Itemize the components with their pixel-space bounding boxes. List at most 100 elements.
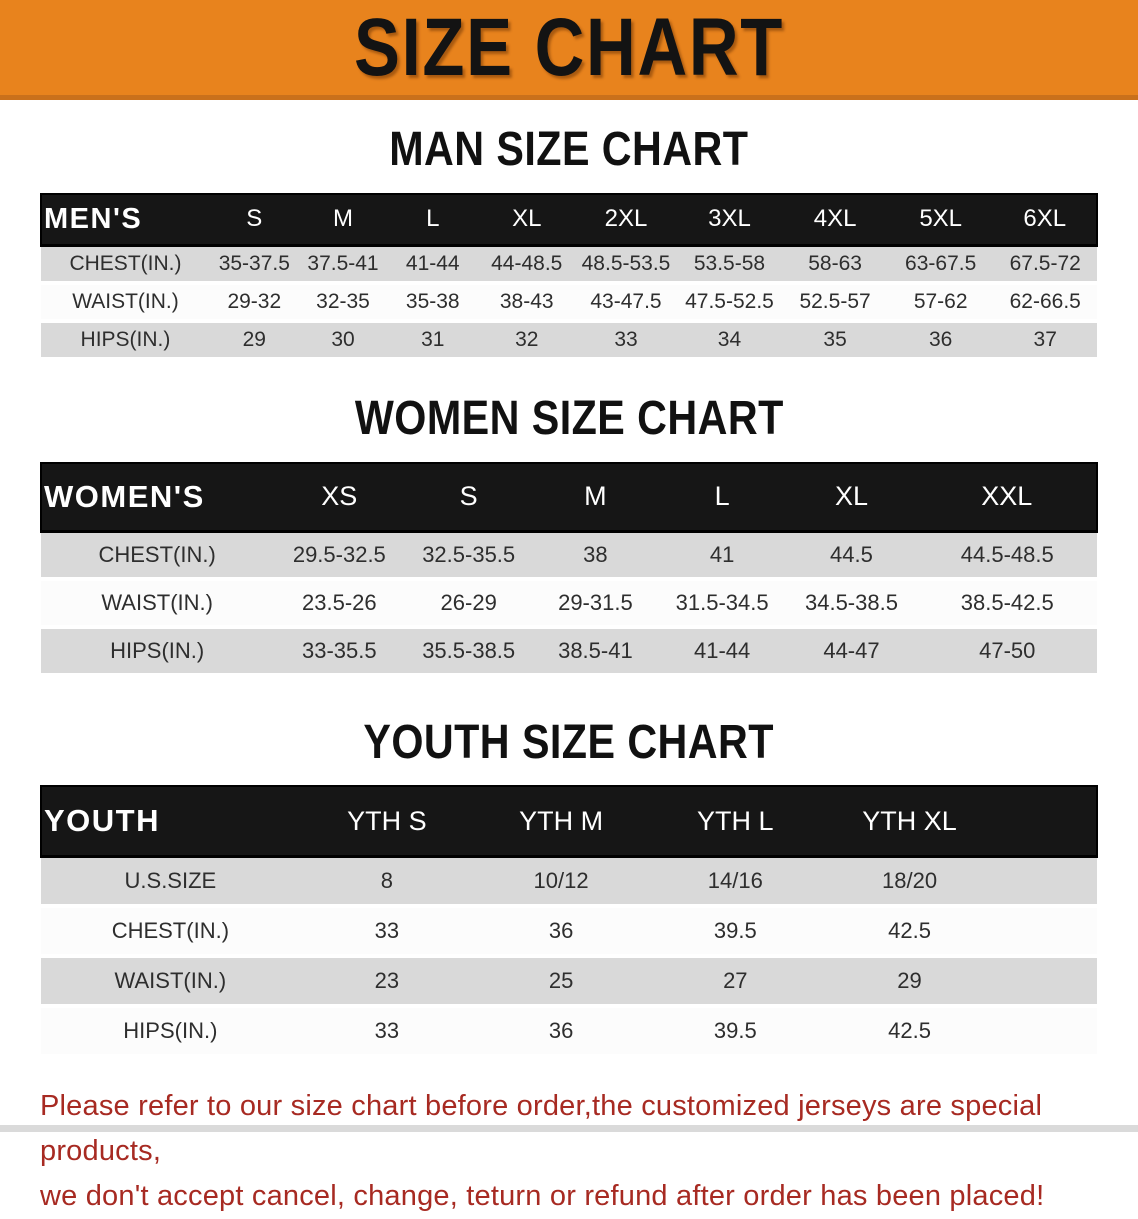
cell-filler bbox=[996, 906, 1097, 959]
size-value: 23 bbox=[299, 956, 474, 1009]
youth-heading: YOUTH SIZE CHART bbox=[0, 716, 1138, 770]
size-column-header: L bbox=[658, 461, 786, 533]
size-column-header: YTH S bbox=[299, 785, 474, 859]
row-label: CHEST(IN.) bbox=[41, 531, 274, 581]
size-value: 36 bbox=[473, 1006, 649, 1059]
measure-row: CHEST(IN.) 35-37.5 37.5-41 41-44 44-48.5 48.5… bbox=[41, 245, 1097, 285]
size-value: 44-47 bbox=[785, 626, 918, 677]
measure-row: HIPS(IN.) 29 30 31 32 33 34 35 36 37 bbox=[41, 320, 1097, 361]
size-value: 38-43 bbox=[478, 282, 576, 323]
measure-row: HIPS(IN.) 33-35.5 35.5-38.5 38.5-41 41-44 44-… bbox=[41, 626, 1097, 677]
mens-heading: MAN SIZE CHART bbox=[0, 123, 1138, 177]
cell-filler bbox=[996, 956, 1097, 1009]
size-column-header: M bbox=[298, 192, 388, 247]
row-label: U.S.SIZE bbox=[41, 856, 300, 909]
size-column-header: XL bbox=[478, 192, 576, 247]
womens-heading: WOMEN SIZE CHART bbox=[0, 391, 1138, 446]
row-label: WAIST(IN.) bbox=[41, 578, 274, 629]
size-value: 41-44 bbox=[387, 245, 479, 285]
size-value: 39.5 bbox=[648, 906, 823, 959]
size-column-header: YTH M bbox=[473, 785, 649, 859]
size-column-header: 2XL bbox=[575, 192, 677, 247]
measure-row: WAIST(IN.) 23 25 27 29 bbox=[41, 956, 1097, 1009]
header-filler bbox=[996, 785, 1099, 859]
size-column-header: S bbox=[405, 461, 533, 533]
size-value: 37.5-41 bbox=[298, 245, 388, 285]
size-value: 34 bbox=[676, 320, 783, 361]
size-value: 41 bbox=[658, 531, 786, 581]
row-label: HIPS(IN.) bbox=[41, 626, 274, 677]
size-value: 29 bbox=[822, 956, 997, 1009]
size-value: 18/20 bbox=[822, 856, 997, 909]
size-header-row: YOUTH YTH S YTH M YTH L YTH XL bbox=[40, 785, 1099, 859]
group-label: YOUTH bbox=[40, 785, 300, 859]
size-value: 48.5-53.5 bbox=[575, 245, 677, 285]
size-column-header: L bbox=[387, 192, 479, 247]
size-column-header: XS bbox=[273, 461, 406, 533]
size-value: 67.5-72 bbox=[993, 245, 1097, 285]
size-header-row: WOMEN'S XS S M L XL XXL bbox=[39, 461, 1098, 533]
cell-filler bbox=[996, 856, 1097, 909]
size-value: 38.5-41 bbox=[532, 626, 659, 677]
size-value: 32 bbox=[478, 320, 576, 361]
row-label: CHEST(IN.) bbox=[41, 906, 300, 959]
banner: SIZE CHART bbox=[0, 0, 1138, 100]
size-value: 53.5-58 bbox=[676, 245, 783, 285]
size-value: 35.5-38.5 bbox=[405, 626, 533, 677]
size-value: 36 bbox=[473, 906, 649, 959]
womens-heading-text: WOMEN SIZE CHART bbox=[354, 391, 784, 445]
size-value: 63-67.5 bbox=[887, 245, 994, 285]
size-value: 35-38 bbox=[387, 282, 479, 323]
size-value: 58-63 bbox=[782, 245, 888, 285]
measure-row: WAIST(IN.) 29-32 32-35 35-38 38-43 43-47.5 47.… bbox=[41, 282, 1097, 323]
size-value: 31 bbox=[387, 320, 479, 361]
youth-size-table: YOUTH YTH S YTH M YTH L YTH XL U.S.SIZE 8 10/12… bbox=[40, 785, 1099, 1059]
size-header-row: MEN'S S M L XL 2XL 3XL 4XL 5XL 6XL bbox=[40, 192, 1098, 247]
size-value: 32.5-35.5 bbox=[405, 531, 533, 581]
size-value: 44-48.5 bbox=[478, 245, 576, 285]
measure-row: CHEST(IN.) 29.5-32.5 32.5-35.5 38 41 44.5 44.5… bbox=[41, 531, 1097, 581]
size-column-header: M bbox=[532, 461, 659, 533]
size-column-header: 5XL bbox=[887, 192, 994, 247]
size-value: 42.5 bbox=[822, 1006, 997, 1059]
group-label: MEN'S bbox=[40, 192, 210, 247]
size-value: 44.5-48.5 bbox=[917, 531, 1097, 581]
size-value: 14/16 bbox=[648, 856, 823, 909]
page-title: SIZE CHART bbox=[353, 1, 785, 93]
mens-heading-text: MAN SIZE CHART bbox=[389, 123, 749, 176]
womens-size-table: WOMEN'S XS S M L XL XXL CHEST(IN.) 29.5-32.5 32.5… bbox=[39, 461, 1098, 677]
size-value: 37 bbox=[993, 320, 1097, 361]
size-value: 32-35 bbox=[298, 282, 388, 323]
disclaimer-line-2: we don't accept cancel, change, teturn o… bbox=[40, 1180, 1045, 1213]
size-value: 44.5 bbox=[785, 531, 918, 581]
size-value: 33 bbox=[575, 320, 677, 361]
size-value: 35 bbox=[782, 320, 888, 361]
size-value: 33-35.5 bbox=[273, 626, 406, 677]
size-column-header: XL bbox=[785, 461, 918, 533]
measure-row: U.S.SIZE 8 10/12 14/16 18/20 bbox=[41, 856, 1097, 909]
row-label: WAIST(IN.) bbox=[41, 956, 300, 1009]
womens-section: WOMEN SIZE CHART WOMEN'S XS S M L XL XXL CHEST(… bbox=[0, 391, 1138, 677]
size-value: 33 bbox=[299, 906, 474, 959]
bottom-edge-strip bbox=[0, 1125, 1138, 1132]
row-label: HIPS(IN.) bbox=[41, 320, 210, 361]
size-chart-content: MAN SIZE CHART MEN'S S M L XL 2XL 3XL 4XL 5XL 6XL… bbox=[0, 123, 1138, 1219]
size-value: 29-31.5 bbox=[532, 578, 659, 629]
size-value: 31.5-34.5 bbox=[658, 578, 786, 629]
measure-row: CHEST(IN.) 33 36 39.5 42.5 bbox=[41, 906, 1097, 959]
size-value: 23.5-26 bbox=[273, 578, 406, 629]
size-value: 43-47.5 bbox=[575, 282, 677, 323]
size-column-header: 4XL bbox=[782, 192, 888, 247]
size-value: 29.5-32.5 bbox=[273, 531, 406, 581]
size-value: 62-66.5 bbox=[993, 282, 1097, 323]
size-column-header: YTH XL bbox=[822, 785, 997, 859]
measure-row: WAIST(IN.) 23.5-26 26-29 29-31.5 31.5-34.5 34… bbox=[41, 578, 1097, 629]
size-value: 47-50 bbox=[917, 626, 1097, 677]
size-value: 29 bbox=[209, 320, 299, 361]
group-label: WOMEN'S bbox=[39, 461, 274, 533]
size-value: 57-62 bbox=[887, 282, 994, 323]
mens-section: MAN SIZE CHART MEN'S S M L XL 2XL 3XL 4XL 5XL 6XL… bbox=[0, 123, 1138, 361]
size-value: 34.5-38.5 bbox=[785, 578, 918, 629]
size-value: 52.5-57 bbox=[782, 282, 888, 323]
